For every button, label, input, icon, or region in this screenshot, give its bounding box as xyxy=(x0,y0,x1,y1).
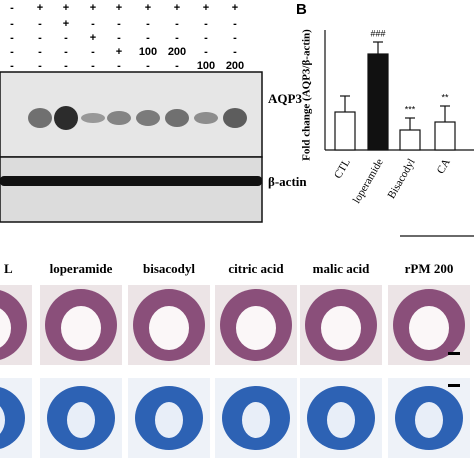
aqp3-band xyxy=(165,109,189,127)
he-lumen xyxy=(0,308,11,348)
aqp3-band xyxy=(223,108,247,128)
significance: ### xyxy=(370,28,385,38)
treatment-sign: - xyxy=(38,46,42,58)
he-lumen xyxy=(321,306,361,350)
ihc-tissue xyxy=(0,387,25,449)
band-label: β-actin xyxy=(268,174,307,189)
treatment-sign: + xyxy=(90,2,96,14)
bar xyxy=(434,121,456,151)
ihc-lumen xyxy=(415,402,443,438)
treatment-sign: - xyxy=(38,60,42,72)
panel-label: B xyxy=(296,1,307,18)
x-tick-label: Bisacodyl xyxy=(385,157,417,201)
treatment-sign: 100 xyxy=(197,60,215,72)
significance: ** xyxy=(441,92,449,102)
aqp3-band xyxy=(28,108,52,128)
x-tick-label: CTL xyxy=(332,157,353,181)
actin-band xyxy=(0,176,262,186)
bar xyxy=(367,53,389,151)
aqp3-band xyxy=(194,112,218,124)
treatment-sign: + xyxy=(63,18,69,30)
ihc-lumen xyxy=(327,402,355,438)
treatment-sign: - xyxy=(146,60,150,72)
treatment-sign: - xyxy=(10,32,14,44)
bar xyxy=(334,111,356,151)
treatment-sign: 200 xyxy=(226,60,244,72)
treatment-sign: - xyxy=(64,32,68,44)
treatment-sign: + xyxy=(203,2,209,14)
x-tick-label: loperamide xyxy=(351,157,386,206)
treatment-sign: + xyxy=(116,46,122,58)
treatment-sign: 100 xyxy=(139,46,157,58)
bar xyxy=(399,129,421,151)
treatment-sign: - xyxy=(38,32,42,44)
he-lumen xyxy=(61,306,101,350)
treatment-sign: + xyxy=(116,2,122,14)
he-lumen xyxy=(236,306,276,350)
treatment-sign: - xyxy=(175,60,179,72)
treatment-sign: - xyxy=(10,18,14,30)
y-axis-label: Fold change (AQP3/β-actin) xyxy=(301,29,313,161)
group-label: citric acid xyxy=(228,261,284,276)
treatment-sign: - xyxy=(38,18,42,30)
significance: *** xyxy=(405,104,416,114)
treatment-sign: - xyxy=(91,18,95,30)
treatment-sign: - xyxy=(146,32,150,44)
treatment-sign: + xyxy=(232,2,238,14)
aqp3-band xyxy=(81,113,105,123)
treatment-sign: - xyxy=(175,18,179,30)
treatment-sign: 200 xyxy=(168,46,186,58)
treatment-sign: - xyxy=(64,46,68,58)
treatment-sign: - xyxy=(10,2,14,14)
treatment-sign: - xyxy=(146,18,150,30)
treatment-sign: - xyxy=(117,18,121,30)
scale-bar xyxy=(448,352,460,355)
treatment-sign: + xyxy=(90,32,96,44)
aqp3-band xyxy=(54,106,78,130)
treatment-sign: - xyxy=(233,18,237,30)
blot-group xyxy=(0,106,262,186)
x-tick-label: CA xyxy=(435,157,453,176)
treatment-sign: - xyxy=(10,46,14,58)
ihc-lumen xyxy=(155,402,183,438)
treatment-sign: - xyxy=(233,32,237,44)
band-label: AQP3 xyxy=(268,91,302,106)
group-label: loperamide xyxy=(50,261,113,276)
treatment-sign: - xyxy=(175,32,179,44)
treatment-sign: - xyxy=(117,60,121,72)
treatment-sign: - xyxy=(204,18,208,30)
ihc-lumen xyxy=(242,402,270,438)
treatment-sign: - xyxy=(204,46,208,58)
ihc-lumen xyxy=(67,402,95,438)
treatment-sign: + xyxy=(145,2,151,14)
treatment-sign: - xyxy=(233,46,237,58)
treatment-sign: - xyxy=(10,60,14,72)
treatment-sign: + xyxy=(37,2,43,14)
group-label: rPM 200 xyxy=(405,261,454,276)
aqp3-band xyxy=(136,110,160,126)
treatment-sign: - xyxy=(117,32,121,44)
group-label: L xyxy=(4,261,13,276)
actin-blot xyxy=(0,156,263,223)
treatment-sign: - xyxy=(91,46,95,58)
group-label: bisacodyl xyxy=(143,261,195,276)
he-tissue xyxy=(0,290,27,360)
treatment-sign: - xyxy=(204,32,208,44)
he-lumen xyxy=(409,306,449,350)
aqp3-band xyxy=(107,111,131,125)
treatment-sign: - xyxy=(91,60,95,72)
treatment-sign: + xyxy=(174,2,180,14)
ihc-lumen xyxy=(0,406,5,434)
group-label: malic acid xyxy=(313,261,370,276)
treatment-sign: + xyxy=(63,2,69,14)
scale-bar xyxy=(448,384,460,387)
he-lumen xyxy=(149,306,189,350)
treatment-sign: - xyxy=(64,60,68,72)
